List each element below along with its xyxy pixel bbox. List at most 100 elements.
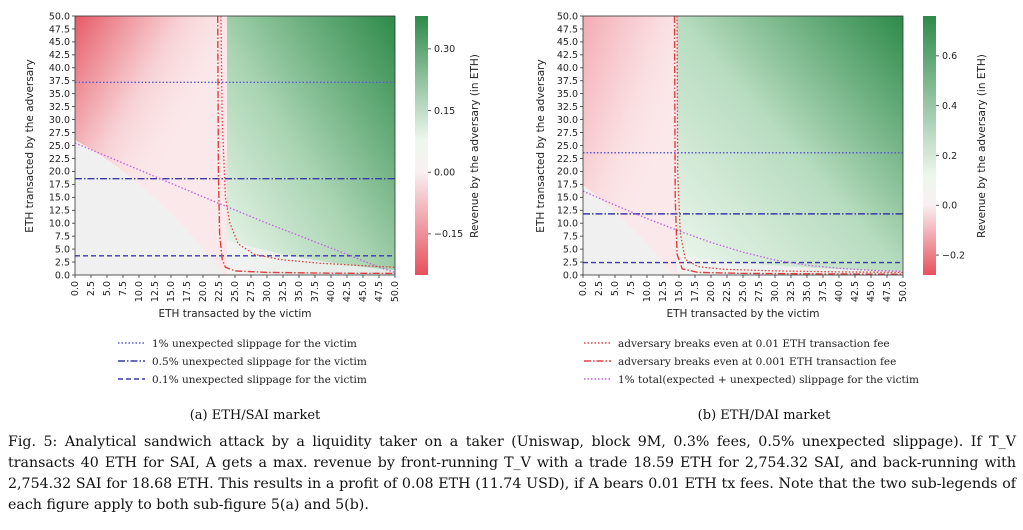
y-tick-label: 7.5	[55, 231, 70, 242]
colorbar-tick-label: 0.2	[942, 151, 957, 162]
colorbar-tick-label: 0.00	[434, 168, 455, 179]
y-tick-label: 42.5	[49, 50, 70, 61]
x-tick-label: 2.5	[594, 281, 605, 296]
y-axis-label-b: ETH transacted by the adversary	[535, 59, 547, 232]
breakeven-001-curve	[676, 15, 904, 274]
x-tick-label: 20.0	[706, 281, 717, 302]
y-tick-label: 37.5	[49, 76, 70, 87]
subfigure-title-b: (b) ETH/DAI market	[698, 408, 831, 423]
legend-label: 0.5% unexpected slippage for the victim	[152, 356, 367, 368]
y-tick-label: 47.5	[557, 24, 578, 35]
x-tick-label: 12.5	[658, 281, 669, 302]
x-tick-label: 2.5	[86, 281, 97, 296]
y-tick-label: 35.0	[557, 89, 578, 100]
y-tick-label: 2.5	[55, 257, 70, 268]
legend-label: 1% total(expected + unexpected) slippage…	[618, 374, 919, 386]
breakeven-001-curve	[220, 15, 396, 268]
colorbar-tick-label: 0.15	[434, 106, 455, 117]
breakeven-0001-curve	[673, 15, 904, 275]
colorbar-tick-label: 0.0	[942, 201, 957, 212]
colorbar-a	[415, 16, 428, 275]
x-tick-label: 10.0	[642, 281, 653, 302]
y-tick-label: 20.0	[49, 167, 70, 178]
legend-a: 1% unexpected slippage for the victim 0.…	[118, 338, 367, 386]
x-axis-label-b: ETH transacted by the victim	[666, 308, 819, 320]
legend-b: adversary breaks even at 0.01 ETH transa…	[584, 338, 919, 386]
panel-a: 0.0 2.5 5.0 7.5 10.0 12.5 15.0 17.5 20.0 22.5 25.0…	[24, 11, 481, 423]
y-tick-label: 5.0	[55, 244, 70, 255]
colorbar-ticks-a: −0.15 0.00 0.15 0.30	[428, 44, 463, 240]
x-tick-label: 30.0	[770, 281, 781, 302]
x-tick-label: 50.0	[898, 281, 909, 302]
y-ticks-a: 0.0 2.5 5.0 7.510.0 12.5 15.0 17.5 20.0 22.5 25.0…	[49, 11, 75, 281]
curves-a	[74, 15, 396, 275]
x-tick-label: 45.0	[358, 281, 369, 302]
x-tick-label: 0.0	[70, 281, 81, 296]
y-tick-label: 10.0	[557, 219, 578, 230]
x-axis-label-a: ETH transacted by the victim	[158, 308, 311, 320]
x-tick-label: 27.5	[754, 281, 765, 302]
y-tick-label: 32.5	[557, 102, 578, 113]
x-tick-label: 42.5	[850, 281, 861, 302]
y-tick-label: 12.5	[557, 206, 578, 217]
heatmap-b	[583, 16, 903, 275]
x-tick-label: 12.5	[150, 281, 161, 302]
x-tick-label: 32.5	[786, 281, 797, 302]
y-tick-label: 47.5	[49, 24, 70, 35]
legend-label: adversary breaks even at 0.01 ETH transa…	[618, 338, 890, 350]
x-tick-label: 40.0	[834, 281, 845, 302]
y-tick-label: 0.0	[563, 270, 578, 281]
y-tick-label: 45.0	[49, 37, 70, 48]
colorbar-tick-label: −0.15	[434, 229, 463, 240]
x-tick-label: 32.5	[278, 281, 289, 302]
y-tick-label: 32.5	[49, 102, 70, 113]
x-tick-label: 37.5	[310, 281, 321, 302]
x-tick-label: 0.0	[578, 281, 589, 296]
y-tick-label: 30.0	[49, 115, 70, 126]
colorbar-label-b: Revenue by the adversary (in ETH)	[976, 54, 988, 238]
y-tick-label: 5.0	[563, 244, 578, 255]
y-tick-label: 27.5	[49, 128, 70, 139]
y-tick-label: 15.0	[557, 193, 578, 204]
x-tick-label: 20.0	[198, 281, 209, 302]
colorbar-tick-label: −0.2	[942, 250, 965, 261]
x-tick-label: 5.0	[102, 281, 113, 296]
y-tick-label: 25.0	[49, 141, 70, 152]
x-tick-label: 22.5	[214, 281, 225, 302]
x-tick-label: 27.5	[246, 281, 257, 302]
colorbar-tick-label: 0.30	[434, 44, 455, 55]
y-tick-label: 22.5	[557, 154, 578, 165]
figure-caption: Fig. 5: Analytical sandwich attack by a …	[8, 434, 1016, 513]
x-tick-label: 47.5	[374, 281, 385, 302]
legend-label: adversary breaks even at 0.001 ETH trans…	[618, 356, 896, 368]
y-tick-label: 22.5	[49, 154, 70, 165]
x-tick-label: 10.0	[134, 281, 145, 302]
y-tick-label: 2.5	[563, 257, 578, 268]
x-tick-label: 15.0	[166, 281, 177, 302]
y-tick-label: 42.5	[557, 50, 578, 61]
x-tick-label: 42.5	[342, 281, 353, 302]
y-tick-label: 17.5	[49, 180, 70, 191]
colorbar-label-a: Revenue by the adversary (in ETH)	[469, 54, 481, 238]
x-tick-label: 17.5	[182, 281, 193, 302]
y-tick-label: 0.0	[55, 270, 70, 281]
subfigure-title-a: (a) ETH/SAI market	[190, 408, 321, 423]
x-tick-label: 25.0	[738, 281, 749, 302]
x-tick-label: 35.0	[802, 281, 813, 302]
colorbar-b	[923, 16, 936, 275]
y-tick-label: 10.0	[49, 219, 70, 230]
x-ticks-a: 0.0 2.5 5.0 7.5 10.0 12.5 15.0 17.5 20.0 22.5 25.0…	[70, 275, 401, 302]
legend-label: 1% unexpected slippage for the victim	[152, 338, 357, 350]
y-axis-label-a: ETH transacted by the adversary	[24, 59, 36, 232]
y-tick-label: 27.5	[557, 128, 578, 139]
colorbar-tick-label: 0.4	[942, 101, 957, 112]
y-tick-label: 37.5	[557, 76, 578, 87]
curves-b	[582, 15, 904, 275]
y-tick-label: 35.0	[49, 89, 70, 100]
x-tick-label: 45.0	[866, 281, 877, 302]
y-ticks-b: 0.0 2.5 5.0 7.510.0 12.5 15.0 17.5 20.0 22.5 25.0…	[557, 11, 583, 281]
x-tick-label: 22.5	[722, 281, 733, 302]
x-tick-label: 15.0	[674, 281, 685, 302]
x-tick-label: 25.0	[230, 281, 241, 302]
y-tick-label: 20.0	[557, 167, 578, 178]
